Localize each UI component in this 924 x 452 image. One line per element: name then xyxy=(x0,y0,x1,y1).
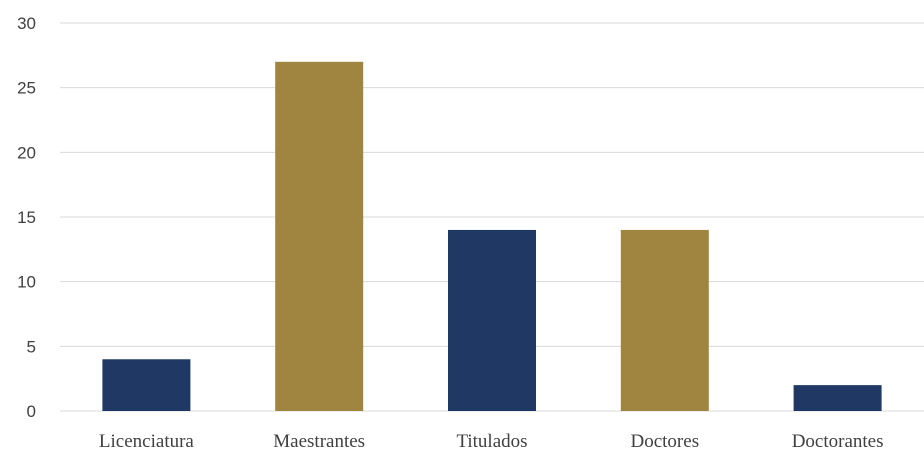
y-axis-ticks: 0 5 10 15 20 25 30 xyxy=(17,14,36,421)
x-tick-label: Licenciatura xyxy=(99,431,195,452)
y-tick-label: 25 xyxy=(17,79,36,98)
bars xyxy=(102,61,882,412)
x-tick-label: Doctorantes xyxy=(792,431,884,452)
x-tick-label: Maestrantes xyxy=(273,431,365,452)
y-tick-label: 20 xyxy=(17,143,36,162)
y-tick-label: 15 xyxy=(17,208,36,227)
y-tick-label: 5 xyxy=(27,337,36,356)
y-tick-label: 0 xyxy=(27,402,36,421)
bar-doctorantes xyxy=(793,385,882,411)
y-tick-label: 10 xyxy=(17,273,36,292)
bar-titulados xyxy=(448,229,536,411)
bar-licenciatura xyxy=(102,359,191,411)
bar-maestrantes xyxy=(275,61,364,412)
y-tick-label: 30 xyxy=(17,14,36,33)
x-axis-ticks: Licenciatura Maestrantes Titulados Doctores… xyxy=(99,431,884,452)
x-tick-label: Titulados xyxy=(456,431,527,452)
x-tick-label: Doctores xyxy=(631,431,700,452)
bar-doctores xyxy=(620,229,709,411)
